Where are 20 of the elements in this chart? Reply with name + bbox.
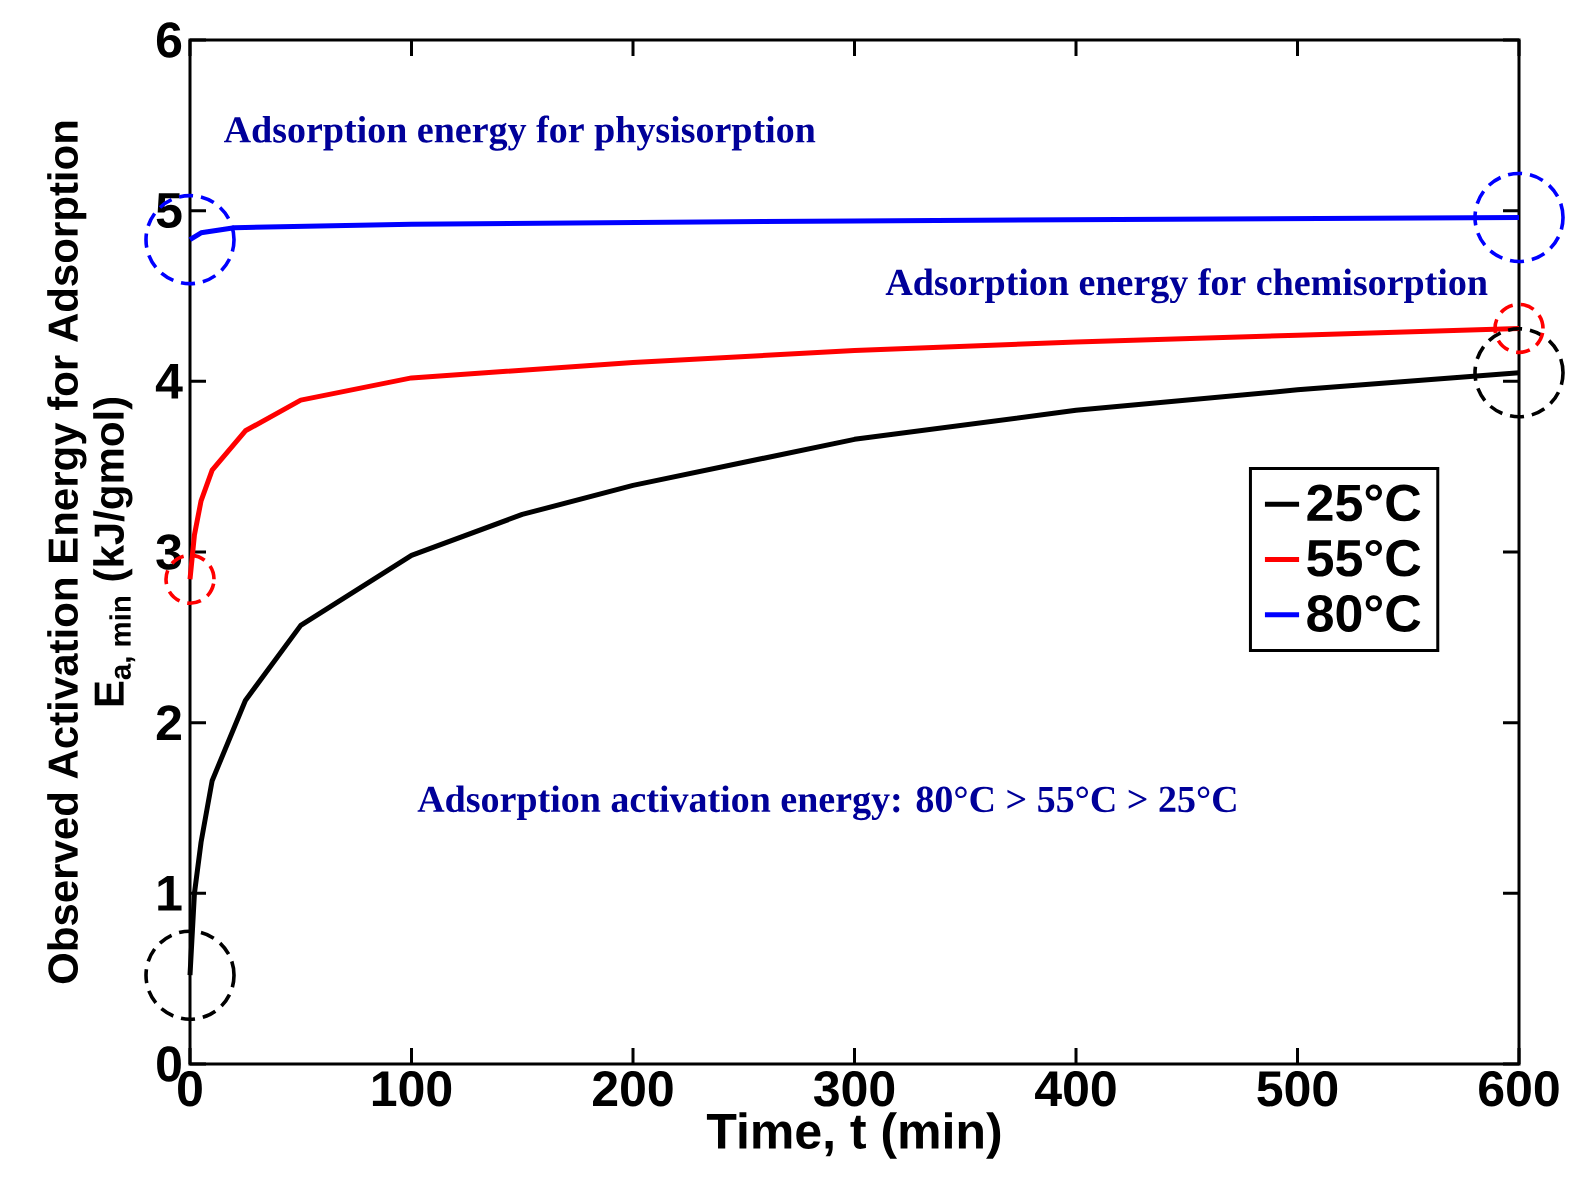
- x-tick-label: 400: [1035, 1071, 1116, 1107]
- annotation: Adsorption energy for chemisorption: [885, 268, 1488, 304]
- y-tick-label: 1: [158, 876, 182, 911]
- x-tick-label: 200: [593, 1071, 673, 1107]
- annotation: Adsorption activation energy: 80°C > 55°C > 25°C: [417, 785, 1236, 821]
- legend-label: 55°C: [1307, 539, 1421, 577]
- x-tick-label: 600: [1479, 1071, 1559, 1107]
- annotation: Adsorption energy for physisorption: [224, 115, 816, 151]
- y-tick-label: 3: [156, 534, 182, 570]
- y-tick-label: 5: [156, 193, 182, 229]
- y-axis-title: $\begin{array}{c}\text{Observed Activation Energy for Adsorption}\\ \text{E}_{\text{a, min}}\text{ (kJ/gmol)}\end{array}$: [47, 121, 136, 984]
- x-tick-label: 100: [372, 1071, 452, 1107]
- x-tick-label: 300: [813, 1071, 895, 1107]
- y-tick-label: 4: [155, 364, 183, 399]
- y-tick-label: 6: [156, 22, 182, 58]
- x-axis-title: Time, t (min): [706, 1112, 1001, 1159]
- y-tick-label: 2: [156, 705, 181, 741]
- legend-label: 25°C: [1307, 484, 1421, 522]
- legend-label: 80°C: [1307, 595, 1421, 632]
- x-tick-label: 500: [1257, 1071, 1338, 1107]
